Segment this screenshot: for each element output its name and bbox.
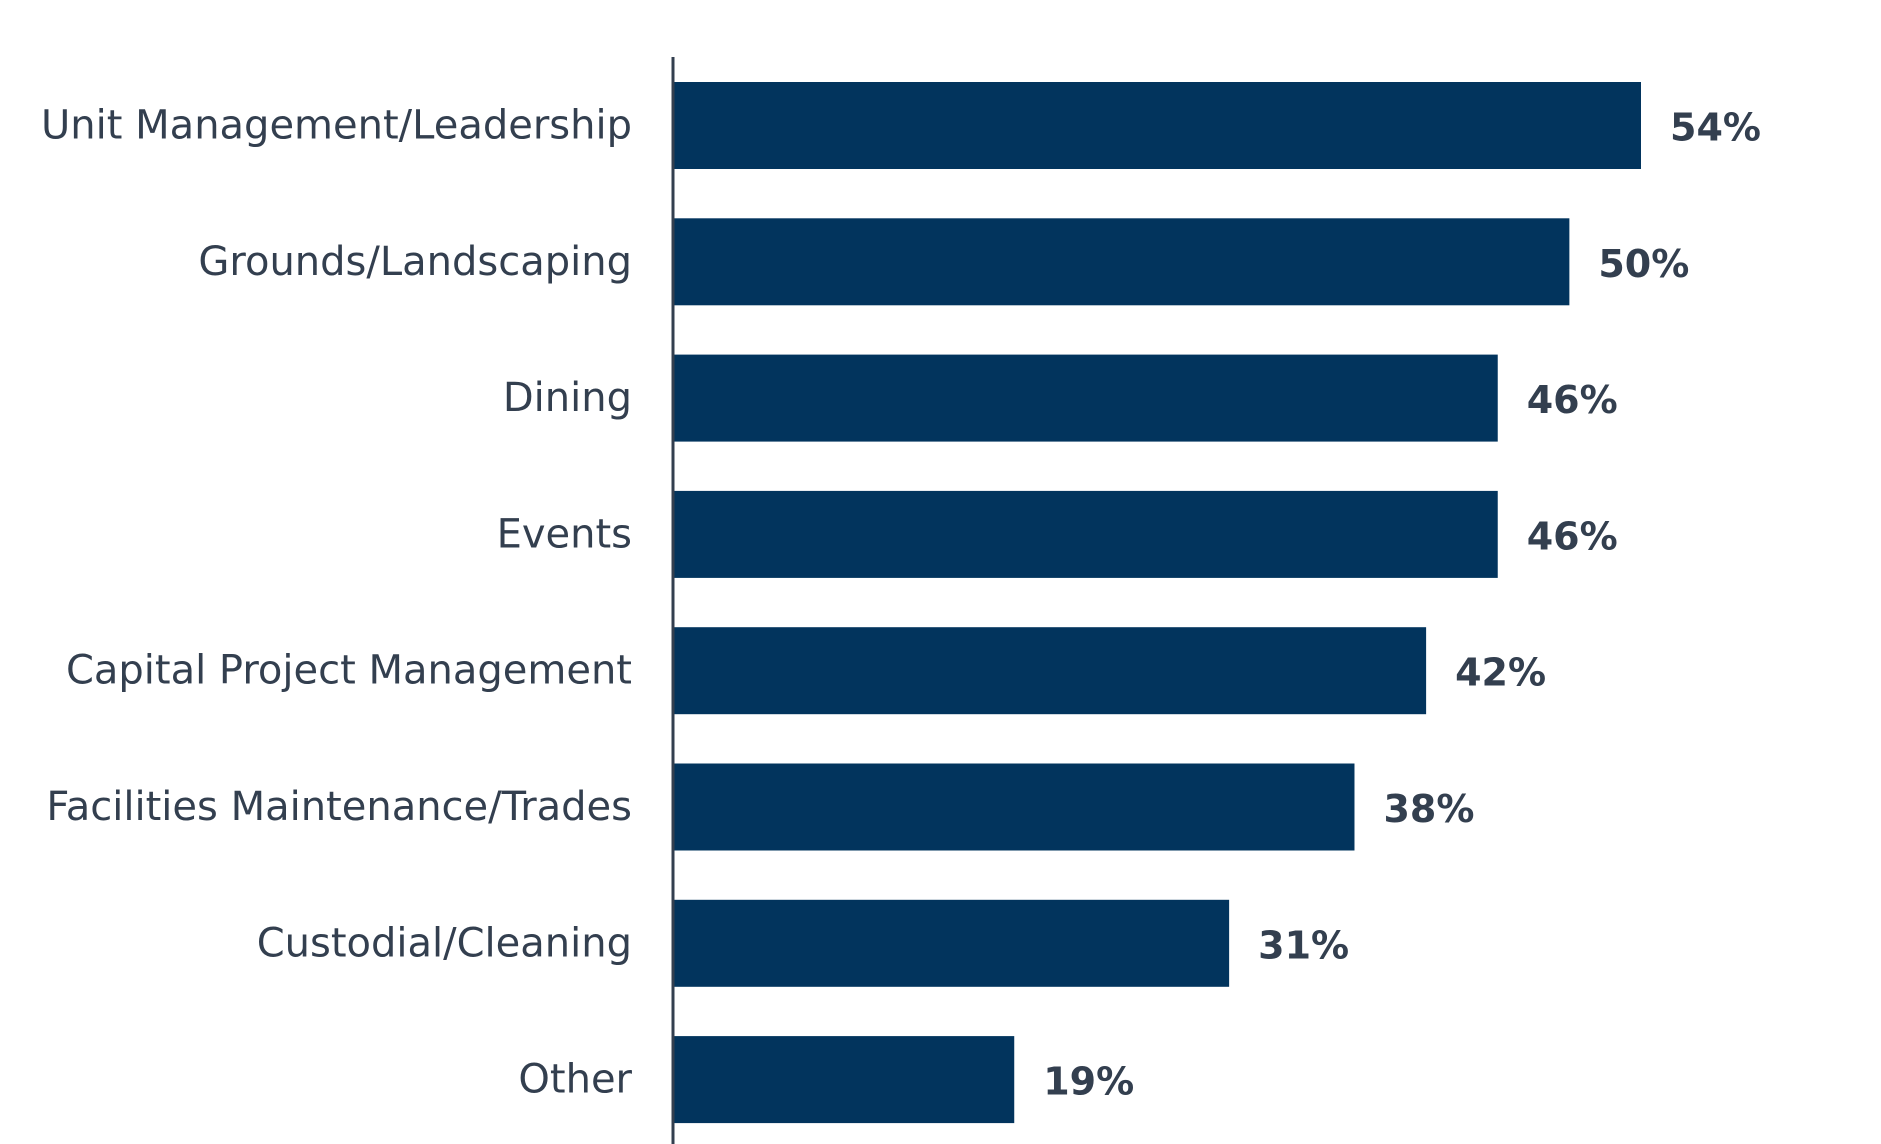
bar-4 [674, 627, 1427, 715]
labels-layer: Unit Management/Leadership 54% Grounds/Lan… [41, 103, 1761, 1104]
category-label: Unit Management/Leadership [41, 103, 632, 149]
category-label: Events [497, 511, 632, 557]
bar-6 [674, 899, 1230, 987]
bar-1 [674, 218, 1570, 306]
data-label: 54% [1670, 106, 1761, 150]
category-label: Other [518, 1057, 632, 1103]
data-label: 42% [1455, 651, 1546, 695]
category-label: Facilities Maintenance/Trades [46, 784, 632, 830]
bar-5 [674, 763, 1355, 851]
bar-0 [674, 82, 1641, 169]
data-label: 46% [1527, 378, 1618, 422]
data-label: 46% [1527, 514, 1618, 558]
bar-3 [674, 490, 1498, 578]
bar-7 [674, 1036, 1015, 1124]
data-label: 31% [1258, 923, 1349, 967]
category-label: Dining [503, 375, 632, 421]
data-label: 19% [1043, 1060, 1134, 1104]
bars-layer [674, 82, 1641, 1124]
bar-2 [674, 354, 1498, 442]
data-label: 50% [1598, 242, 1689, 286]
category-label: Grounds/Landscaping [198, 239, 632, 285]
category-label: Custodial/Cleaning [257, 920, 632, 966]
data-label: 38% [1383, 787, 1474, 831]
category-label: Capital Project Management [66, 648, 632, 694]
